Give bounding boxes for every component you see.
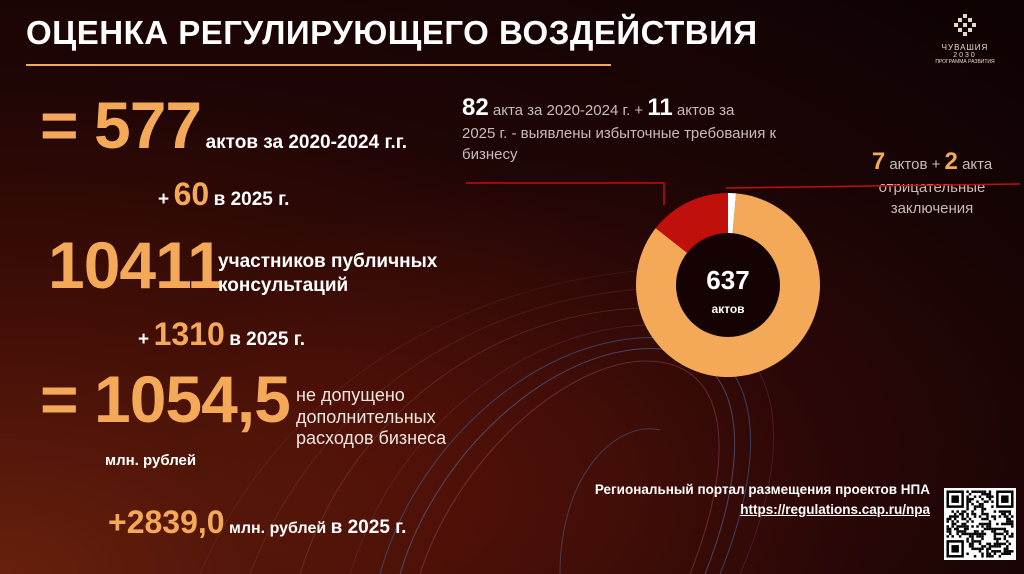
savings-2025-stat: +2839,0 млн. рублей в 2025 г. xyxy=(108,506,406,539)
acts-value: 577 xyxy=(94,88,202,162)
excess-line2: 2025 г. - выявлены избыточные требования… xyxy=(462,125,777,143)
acts-2025-value: 60 xyxy=(173,176,210,212)
participants-label-line2: консультаций xyxy=(218,274,349,296)
logo-subtitle: ПРОГРАММА РАЗВИТИЯ xyxy=(935,59,995,65)
portal-info: Региональный портал размещения проектов … xyxy=(520,480,930,519)
participants-2025-plus: + xyxy=(138,329,150,350)
negative-annotation: 7 актов + 2 акта отрицательные заключени… xyxy=(852,146,1012,219)
excess-line3: бизнесу xyxy=(462,145,518,163)
savings-unit: млн. рублей xyxy=(105,452,197,469)
participants-value: 10411 xyxy=(48,228,224,302)
acts-2025-stat: + 60 в 2025 г. xyxy=(158,178,289,211)
acts-2025-label: в 2025 г. xyxy=(213,189,290,210)
savings-label-line2: дополнительных xyxy=(296,406,436,427)
negative-n1: 7 xyxy=(871,148,886,175)
logo-year: 2030 xyxy=(953,52,977,59)
savings-2025-label: в 2025 г. xyxy=(330,517,407,538)
negative-line2: отрицательные xyxy=(878,179,986,197)
donut-center-value: 637 xyxy=(706,265,749,295)
title-underline xyxy=(26,64,611,66)
negative-line3: заключения xyxy=(890,199,974,217)
excess-n2: 11 xyxy=(647,94,673,121)
savings-2025-unit: млн. рублей xyxy=(229,520,327,537)
excess-annotation: 82 акта за 2020-2024 г. + 11 актов за 20… xyxy=(462,92,842,165)
participants-2025-stat: + 1310 в 2025 г. xyxy=(138,318,305,351)
participants-label: участников публичных консультаций xyxy=(218,250,437,298)
participants-label-line1: участников публичных xyxy=(218,251,438,272)
savings-label-line1: не допущено xyxy=(296,385,405,405)
acts-2025-plus: + xyxy=(158,189,170,210)
participants-2025-value: 1310 xyxy=(153,316,225,352)
chuvashia-logo: ЧУВАШИЯ 2030 ПРОГРАММА РАЗВИТИЯ xyxy=(930,14,1000,65)
acts-stat: = 577 актов за 2020-2024 г.г. xyxy=(40,92,407,158)
acts-label: актов за 2020-2024 г.г. xyxy=(205,132,408,153)
savings-stat: = 1054,5 xyxy=(40,366,291,432)
portal-title: Региональный портал размещения проектов … xyxy=(594,482,930,497)
donut-chart: 637 актов xyxy=(636,193,820,377)
page-title: ОЦЕНКА РЕГУЛИРУЮЩЕГО ВОЗДЕЙСТВИЯ xyxy=(26,14,758,51)
excess-n1: 82 xyxy=(462,94,489,121)
donut-center-label: актов xyxy=(711,302,744,316)
savings-label-line3: расходов бизнеса xyxy=(296,428,447,449)
savings-2025-plus: + xyxy=(108,504,127,540)
participants-2025-label: в 2025 г. xyxy=(229,329,305,350)
negative-t2: акта xyxy=(962,156,993,173)
donut-center xyxy=(676,233,780,337)
negative-connector xyxy=(725,183,1021,189)
savings-value: 1054,5 xyxy=(94,362,291,436)
savings-eq: = xyxy=(40,362,79,436)
portal-link[interactable]: https://regulations.cap.ru/npa xyxy=(740,501,930,517)
savings-label: не допущено дополнительных расходов бизн… xyxy=(296,385,446,450)
excess-t1: акта за 2020-2024 г. + xyxy=(492,102,644,119)
negative-n2: 2 xyxy=(944,148,958,175)
ornament-icon xyxy=(954,14,976,36)
acts-eq: = xyxy=(40,88,79,162)
savings-2025-value: 2839,0 xyxy=(126,504,225,540)
negative-t1: актов + xyxy=(889,156,941,173)
excess-connector xyxy=(466,182,665,205)
logo-name: ЧУВАШИЯ xyxy=(941,43,989,52)
qr-code[interactable] xyxy=(944,488,1016,560)
excess-t2: актов за xyxy=(676,102,735,119)
